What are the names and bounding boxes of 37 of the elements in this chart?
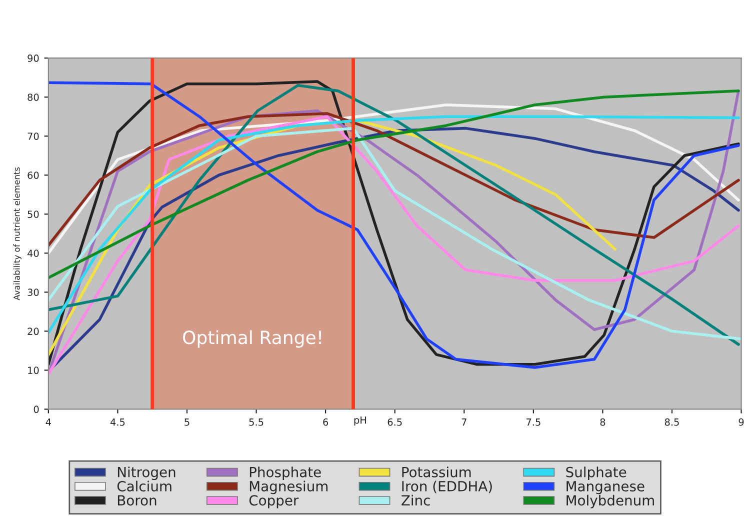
legend-label: Boron [118, 495, 156, 506]
x-tick-label: 4 [46, 418, 51, 426]
y-tick-label: 40 [28, 250, 39, 257]
y-tick-label: 60 [28, 172, 39, 179]
y-tick-label: 90 [28, 54, 39, 62]
legend-label: Sulphate [566, 466, 626, 480]
x-tick-label: 5 [184, 418, 190, 426]
legend-label: Manganese [566, 481, 644, 494]
y-tick-label: 30 [28, 288, 39, 296]
x-tick-label: 8.5 [664, 418, 679, 426]
y-tick-label: 80 [28, 94, 39, 101]
legend-label: Molybdenum [566, 494, 654, 508]
y-tick-label: 10 [28, 366, 39, 374]
x-tick-label: 7 [462, 418, 466, 426]
line-series [48, 89, 740, 280]
legend-label: Potassium [402, 466, 471, 478]
legend-label: Nitrogen [118, 466, 176, 480]
x-tick-label: 6.5 [388, 418, 402, 426]
x-tick-label: 7.5 [526, 418, 540, 426]
legend-label: Zinc [402, 494, 430, 506]
y-tick-label: 50 [28, 210, 39, 218]
x-tick-label: 6 [323, 418, 328, 426]
x-tick-label: 9 [738, 418, 744, 426]
y-axis-title: Availability of nutrient elements [13, 167, 22, 300]
legend-label: Copper [249, 495, 299, 508]
x-tick-label: 5.5 [249, 418, 264, 426]
legend-label: Magnesium [250, 480, 328, 494]
y-tick-label: 0 [34, 406, 39, 414]
x-axis-title: pH [354, 416, 366, 426]
x-tick-label: 8 [600, 418, 606, 426]
legend-label: Calcium [117, 480, 172, 492]
band-label: Optimal Range! [183, 330, 321, 348]
legend-label: Phosphate [250, 466, 321, 480]
x-tick-label: 4.5 [110, 418, 125, 426]
y-tick-label: 70 [28, 132, 39, 140]
y-tick-label: 20 [28, 328, 39, 336]
legend-label: Iron (EDDHA) [402, 480, 492, 494]
